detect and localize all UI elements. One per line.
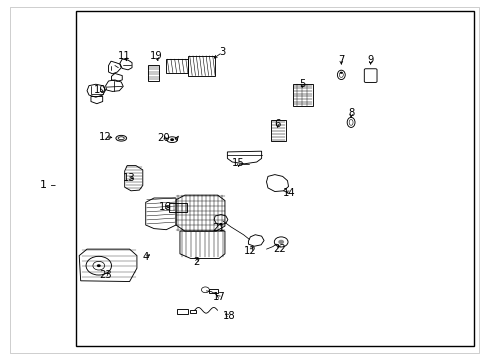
Circle shape bbox=[170, 138, 174, 141]
Text: 20: 20 bbox=[157, 132, 170, 143]
Bar bbox=[147, 65, 159, 81]
Bar bbox=[166, 59, 187, 73]
Bar bbox=[271, 120, 285, 141]
Bar bbox=[76, 11, 473, 346]
Text: 12: 12 bbox=[99, 132, 111, 142]
Bar bbox=[177, 309, 187, 314]
Circle shape bbox=[339, 72, 342, 74]
Text: 22: 22 bbox=[273, 244, 285, 254]
Text: 19: 19 bbox=[150, 51, 163, 61]
Text: 4: 4 bbox=[142, 252, 148, 262]
Bar bbox=[293, 84, 312, 106]
Text: 7: 7 bbox=[337, 55, 344, 66]
Text: 18: 18 bbox=[222, 311, 235, 321]
Text: 11: 11 bbox=[118, 51, 131, 61]
Text: 12: 12 bbox=[244, 246, 256, 256]
Text: 2: 2 bbox=[193, 257, 200, 267]
Text: 9: 9 bbox=[366, 55, 373, 66]
Circle shape bbox=[278, 240, 284, 244]
Text: 8: 8 bbox=[347, 108, 353, 118]
Text: 16: 16 bbox=[159, 202, 171, 212]
Bar bbox=[209, 289, 218, 293]
Text: 3: 3 bbox=[219, 47, 225, 57]
Bar bbox=[189, 310, 195, 313]
Text: 15: 15 bbox=[232, 158, 244, 168]
Text: 5: 5 bbox=[298, 78, 305, 89]
Text: 13: 13 bbox=[123, 173, 136, 183]
Text: 23: 23 bbox=[99, 270, 111, 280]
Text: 21: 21 bbox=[212, 222, 225, 233]
Ellipse shape bbox=[118, 137, 124, 140]
Text: 14: 14 bbox=[283, 188, 295, 198]
Circle shape bbox=[97, 264, 101, 267]
Text: 1 –: 1 – bbox=[40, 180, 56, 190]
Text: 10: 10 bbox=[94, 85, 106, 95]
Text: 6: 6 bbox=[274, 119, 281, 129]
Bar bbox=[188, 56, 215, 76]
Ellipse shape bbox=[116, 135, 126, 141]
Bar bbox=[168, 203, 187, 212]
Text: 17: 17 bbox=[212, 292, 225, 302]
